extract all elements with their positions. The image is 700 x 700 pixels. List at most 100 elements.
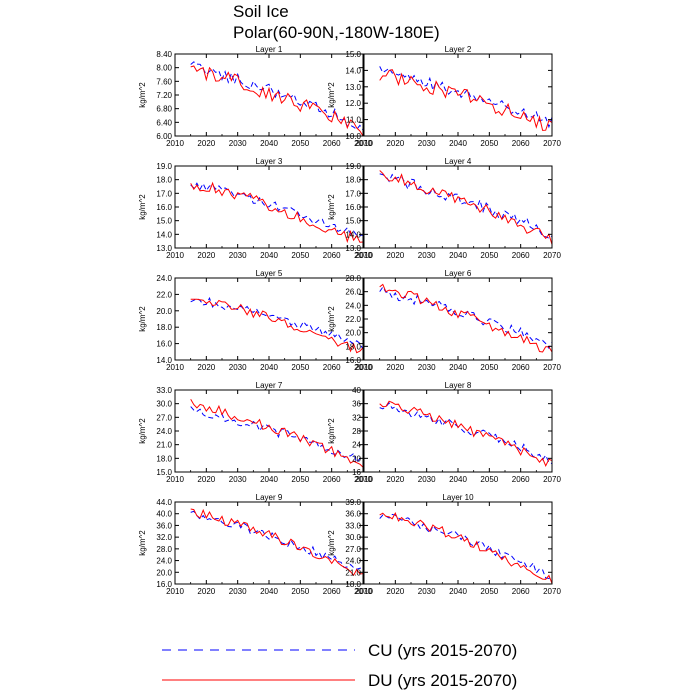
x-tick-label: 2070: [354, 363, 372, 372]
y-tick-label: 16: [352, 468, 361, 477]
series-du-line: [190, 399, 363, 468]
legend-label-du: DU (yrs 2015-2070): [368, 671, 517, 690]
x-tick-label: 2040: [449, 139, 467, 148]
y-axis-label: kg/m^2: [138, 306, 147, 332]
y-tick-label: 18.0: [156, 176, 172, 185]
x-tick-label: 2010: [355, 587, 373, 596]
x-tick-label: 2050: [291, 363, 309, 372]
y-tick-label: 21.0: [345, 568, 361, 577]
y-tick-label: 19.0: [156, 162, 172, 171]
y-tick-label: 10.0: [345, 132, 361, 141]
x-tick-label: 2010: [355, 251, 373, 260]
y-tick-label: 14.0: [156, 230, 172, 239]
figure-title-line1: Soil Ice: [233, 2, 289, 21]
y-tick-label: 20: [352, 454, 361, 463]
y-tick-label: 22.0: [156, 290, 172, 299]
x-tick-label: 2030: [418, 475, 436, 484]
x-tick-label: 2030: [229, 363, 247, 372]
x-tick-label: 2020: [197, 363, 215, 372]
y-tick-label: 22.0: [345, 315, 361, 324]
x-tick-label: 2070: [354, 139, 372, 148]
y-tick-label: 16.0: [345, 203, 361, 212]
y-tick-label: 16.0: [345, 356, 361, 365]
x-tick-label: 2010: [355, 475, 373, 484]
x-tick-label: 2020: [197, 251, 215, 260]
panel-layer-8: Layer 8 2010 2020 2030 2040 2050 2060 2070 16 20 2…: [327, 381, 561, 484]
x-tick-label: 2020: [197, 139, 215, 148]
y-tick-label: 14.0: [345, 66, 361, 75]
panel-title: Layer 6: [445, 269, 472, 278]
y-tick-label: 40.0: [156, 510, 172, 519]
x-tick-label: 2070: [543, 139, 561, 148]
y-tick-label: 19.0: [345, 162, 361, 171]
y-tick-label: 18.0: [156, 454, 172, 463]
y-tick-label: 14.0: [345, 230, 361, 239]
y-tick-label: 16.0: [156, 580, 172, 589]
x-tick-label: 2050: [291, 139, 309, 148]
x-tick-label: 2030: [229, 139, 247, 148]
x-tick-label: 2030: [418, 587, 436, 596]
x-tick-label: 2070: [543, 363, 561, 372]
x-tick-label: 2010: [166, 139, 184, 148]
y-axis-label: kg/m^2: [327, 194, 336, 220]
y-tick-label: 12.0: [345, 99, 361, 108]
y-axis-label: kg/m^2: [138, 530, 147, 556]
series-du-line: [379, 170, 552, 245]
x-tick-label: 2030: [418, 363, 436, 372]
y-tick-label: 24.0: [156, 427, 172, 436]
y-tick-label: 6.00: [156, 132, 172, 141]
x-tick-label: 2050: [291, 251, 309, 260]
panel-title: Layer 2: [445, 45, 472, 54]
y-tick-label: 11.0: [346, 116, 362, 125]
x-tick-label: 2040: [260, 363, 278, 372]
y-tick-label: 28: [352, 427, 361, 436]
panel-layer-5: Layer 5 2010 2020 2030 2040 2050 2060 2070 14.0 1…: [138, 269, 372, 372]
y-tick-label: 27.0: [156, 413, 172, 422]
y-tick-label: 15.0: [156, 217, 172, 226]
x-tick-label: 2040: [449, 475, 467, 484]
series-cu-line: [379, 66, 552, 129]
y-tick-label: 18.0: [156, 323, 172, 332]
y-tick-label: 15.0: [156, 468, 172, 477]
x-tick-label: 2060: [323, 475, 341, 484]
series-cu-line: [190, 296, 363, 350]
x-tick-label: 2050: [480, 475, 498, 484]
x-tick-label: 2050: [480, 251, 498, 260]
y-tick-label: 8.00: [156, 64, 172, 73]
x-tick-label: 2060: [512, 475, 530, 484]
y-tick-label: 13.0: [156, 244, 172, 253]
y-axis-label: kg/m^2: [327, 530, 336, 556]
figure-title-line2: Polar(60-90N,-180W-180E): [233, 23, 440, 42]
y-tick-label: 24.0: [156, 274, 172, 283]
panel-title: Layer 9: [256, 493, 283, 502]
panel-layer-1: Layer 1 2010 2020 2030 2040 2050 2060 2070 6.00 6…: [138, 45, 372, 148]
y-tick-label: 20.0: [156, 307, 172, 316]
x-tick-label: 2020: [197, 587, 215, 596]
series-cu-line: [190, 510, 363, 570]
y-tick-label: 33.0: [156, 386, 172, 395]
y-tick-label: 16.0: [156, 203, 172, 212]
y-axis-label: kg/m^2: [138, 418, 147, 444]
x-tick-label: 2060: [512, 363, 530, 372]
y-tick-label: 30.0: [345, 533, 361, 542]
panel-title: Layer 1: [256, 45, 283, 54]
y-tick-label: 32.0: [156, 533, 172, 542]
x-tick-label: 2020: [386, 475, 404, 484]
x-tick-label: 2050: [291, 475, 309, 484]
y-tick-label: 24: [352, 441, 361, 450]
series-du-line: [190, 181, 363, 244]
panel-title: Layer 3: [256, 157, 283, 166]
y-tick-label: 7.60: [156, 77, 172, 86]
x-tick-label: 2070: [543, 475, 561, 484]
panel-title: Layer 8: [445, 381, 472, 390]
y-tick-label: 21.0: [156, 441, 172, 450]
y-axis-label: kg/m^2: [138, 194, 147, 220]
x-tick-label: 2010: [166, 251, 184, 260]
x-tick-label: 2060: [323, 139, 341, 148]
series-cu-line: [190, 182, 363, 236]
x-tick-label: 2050: [480, 139, 498, 148]
